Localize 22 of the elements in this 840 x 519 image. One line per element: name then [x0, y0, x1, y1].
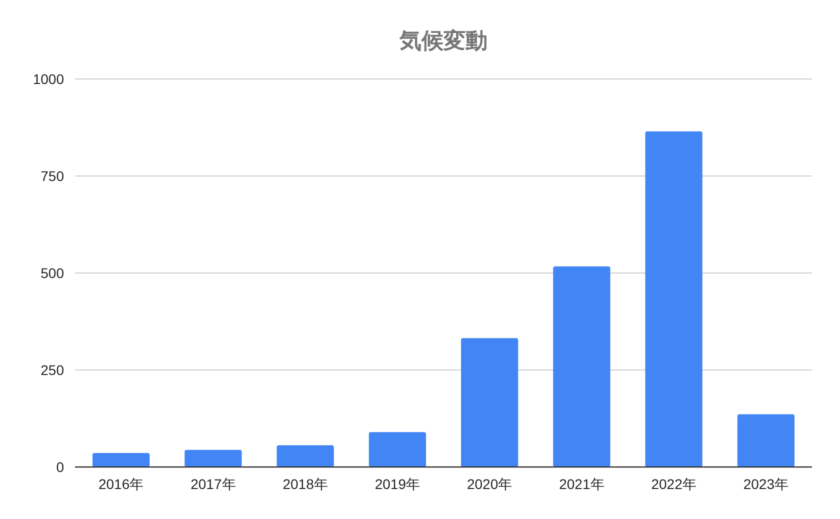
y-tick-label: 500	[40, 265, 64, 281]
bar	[553, 266, 610, 467]
x-tick-label: 2018年	[282, 476, 328, 492]
bar	[645, 131, 702, 467]
x-tick-label: 2016年	[98, 476, 144, 492]
bar	[368, 432, 426, 467]
y-tick-label: 750	[40, 168, 64, 184]
bar	[737, 414, 794, 467]
y-tick-label: 1000	[32, 71, 64, 87]
y-tick-label: 0	[56, 459, 64, 475]
bar	[461, 338, 518, 467]
bar	[276, 445, 334, 467]
chart-title: 気候変動	[398, 28, 488, 53]
x-tick-label: 2023年	[743, 476, 789, 492]
bar	[184, 450, 242, 467]
x-tick-label: 2020年	[466, 476, 512, 492]
x-tick-label: 2019年	[374, 476, 420, 492]
y-tick-label: 250	[40, 362, 64, 378]
x-tick-label: 2017年	[190, 476, 236, 492]
bar	[92, 453, 150, 467]
x-tick-label: 2022年	[651, 476, 696, 492]
x-tick-label: 2021年	[559, 476, 604, 492]
